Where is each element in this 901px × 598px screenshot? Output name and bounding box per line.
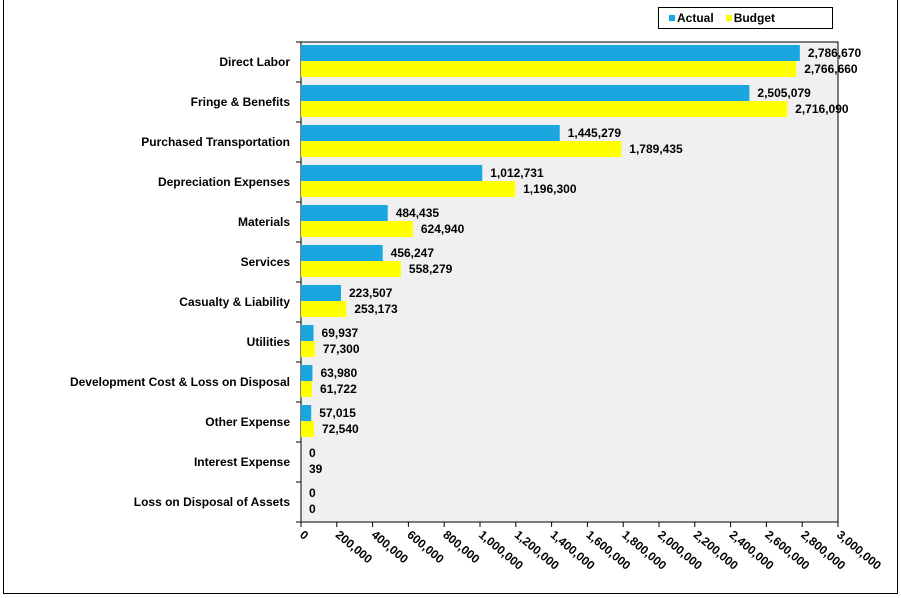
x-tick-label-2: 400,000 [369, 528, 411, 567]
legend-item-actual: Actual [669, 11, 714, 25]
bar-budget-6 [301, 301, 347, 317]
data-label-budget-11: 0 [309, 502, 316, 516]
legend-swatch-budget [725, 15, 732, 21]
data-label-budget-9: 72,540 [322, 422, 359, 436]
x-tick-label-4: 800,000 [440, 528, 482, 567]
bar-actual-9 [301, 405, 312, 421]
bar-budget-9 [301, 421, 314, 437]
bar-actual-6 [301, 285, 342, 301]
category-label-3: Depreciation Expenses [158, 175, 290, 189]
data-label-budget-5: 558,279 [409, 262, 453, 276]
bar-budget-7 [301, 341, 315, 357]
data-label-actual-3: 1,012,731 [490, 166, 544, 180]
data-label-actual-6: 223,507 [349, 286, 393, 300]
bar-budget-1 [301, 101, 788, 117]
bar-actual-3 [301, 165, 483, 181]
x-tick-label-1: 200,000 [333, 528, 375, 567]
bar-budget-8 [301, 381, 313, 397]
category-label-11: Loss on Disposal of Assets [134, 495, 291, 509]
category-label-4: Materials [238, 215, 290, 229]
bar-actual-2 [301, 125, 560, 141]
legend-item-budget: Budget [725, 11, 776, 25]
data-label-actual-9: 57,015 [319, 406, 356, 420]
category-label-0: Direct Labor [219, 55, 290, 69]
bar-budget-5 [301, 261, 401, 277]
data-label-actual-5: 456,247 [391, 246, 435, 260]
data-label-budget-6: 253,173 [354, 302, 398, 316]
bar-budget-2 [301, 141, 622, 157]
bar-actual-4 [301, 205, 388, 221]
category-label-1: Fringe & Benefits [191, 95, 291, 109]
data-label-budget-2: 1,789,435 [629, 142, 683, 156]
legend-label-budget: Budget [733, 11, 776, 25]
category-label-10: Interest Expense [194, 455, 290, 469]
data-label-budget-8: 61,722 [320, 382, 357, 396]
bar-actual-8 [301, 365, 313, 381]
data-label-budget-0: 2,766,660 [804, 62, 858, 76]
data-label-budget-7: 77,300 [323, 342, 360, 356]
category-label-6: Casualty & Liability [179, 295, 290, 309]
category-label-2: Purchased Transportation [141, 135, 290, 149]
data-label-actual-4: 484,435 [396, 206, 440, 220]
legend-swatch-actual [669, 15, 675, 21]
plot-area [300, 41, 839, 523]
category-label-5: Services [241, 255, 291, 269]
x-tick-label-0: 0 [297, 528, 311, 543]
category-label-8: Development Cost & Loss on Disposal [70, 375, 290, 389]
bar-actual-5 [301, 245, 383, 261]
data-label-actual-8: 63,980 [320, 366, 357, 380]
bar-actual-1 [301, 85, 750, 101]
data-label-actual-1: 2,505,079 [757, 86, 811, 100]
data-label-actual-10: 0 [309, 446, 316, 460]
data-label-budget-1: 2,716,090 [795, 102, 849, 116]
bar-budget-4 [301, 221, 413, 237]
bar-actual-7 [301, 325, 314, 341]
legend-label-actual: Actual [677, 11, 714, 25]
data-label-budget-4: 624,940 [421, 222, 465, 236]
data-label-actual-11: 0 [309, 486, 316, 500]
data-label-actual-2: 1,445,279 [568, 126, 622, 140]
data-label-budget-10: 39 [309, 462, 323, 476]
chart-legend: Actual Budget [658, 7, 833, 29]
data-label-actual-0: 2,786,670 [808, 46, 862, 60]
x-tick-label-3: 600,000 [404, 528, 446, 567]
bar-actual-0 [301, 45, 800, 61]
data-label-budget-3: 1,196,300 [523, 182, 577, 196]
category-label-7: Utilities [247, 335, 291, 349]
data-label-actual-7: 69,937 [322, 326, 359, 340]
bar-budget-0 [301, 61, 797, 77]
bar-budget-3 [301, 181, 516, 197]
category-label-9: Other Expense [205, 415, 290, 429]
